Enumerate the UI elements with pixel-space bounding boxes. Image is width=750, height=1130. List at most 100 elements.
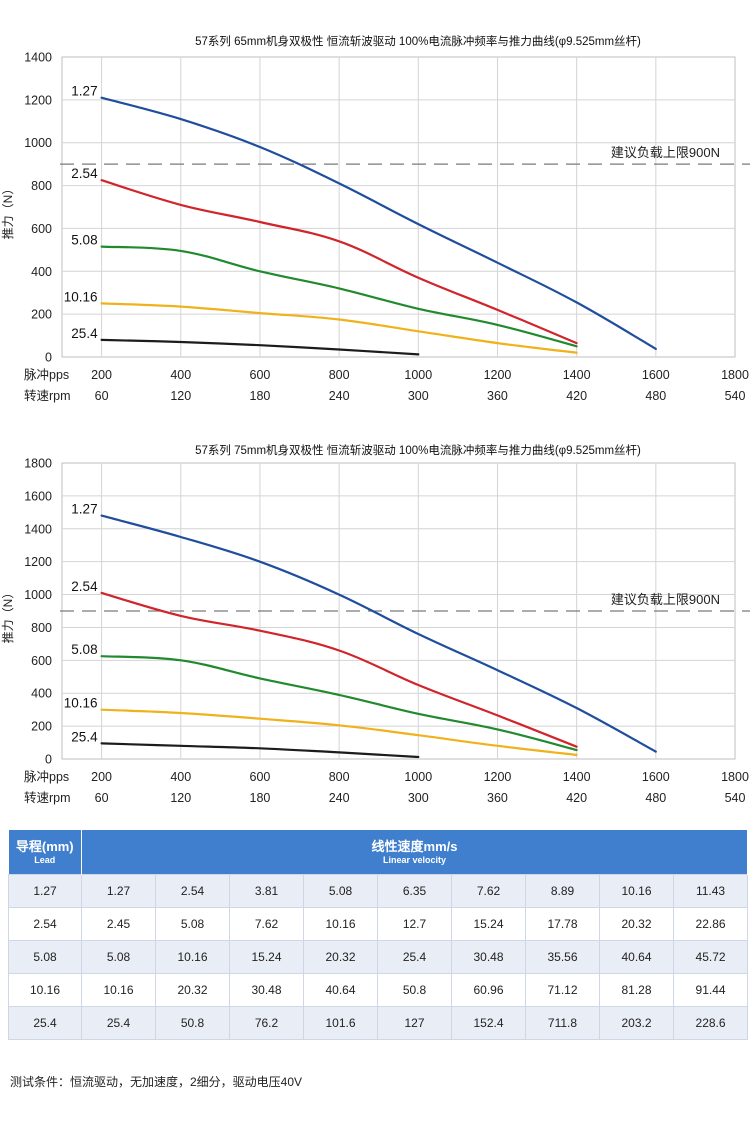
velocity-cell: 7.62 xyxy=(229,907,304,941)
x-axis-label-pps: 脉冲pps xyxy=(24,367,69,382)
rpm-tick-label: 120 xyxy=(170,791,191,805)
y-tick-label: 1400 xyxy=(24,522,52,536)
series-label: 1.27 xyxy=(71,502,97,517)
test-conditions-note: 测试条件：恒流驱动，无加速度，2细分，驱动电压40V xyxy=(10,1075,303,1089)
series-label: 10.16 xyxy=(64,289,98,304)
y-axis-label: 推力（N） xyxy=(1,183,15,240)
lead-cell: 2.54 xyxy=(8,907,82,941)
lead-cell: 10.16 xyxy=(8,973,82,1007)
series-label: 10.16 xyxy=(64,696,98,711)
x-tick-label: 1600 xyxy=(642,368,670,382)
velocity-cell: 10.16 xyxy=(303,907,378,941)
rpm-tick-label: 480 xyxy=(645,791,666,805)
x-tick-label: 1800 xyxy=(721,368,749,382)
y-tick-label: 600 xyxy=(31,222,52,236)
x-tick-label: 1200 xyxy=(484,368,512,382)
y-tick-label: 1600 xyxy=(24,489,52,503)
lead-header-zh: 导程(mm) xyxy=(15,838,74,854)
y-tick-label: 800 xyxy=(31,179,52,193)
rpm-tick-label: 420 xyxy=(566,791,587,805)
velocity-cell: 25.4 xyxy=(377,940,452,974)
series-line-10.16 xyxy=(100,708,578,756)
rpm-tick-label: 420 xyxy=(566,389,587,403)
velocity-cell: 71.12 xyxy=(525,973,600,1007)
y-tick-label: 400 xyxy=(31,265,52,279)
x-tick-label: 1000 xyxy=(404,368,432,382)
y-tick-label: 1800 xyxy=(24,457,52,471)
y-tick-label: 1200 xyxy=(24,555,52,569)
chart-title: 57系列 65mm机身双极性 恒流斩波驱动 100%电流脉冲频率与推力曲线(φ9… xyxy=(195,34,641,48)
series-line-5.08 xyxy=(100,245,578,348)
velocity-cell: 10.16 xyxy=(599,874,674,908)
series-label: 1.27 xyxy=(71,84,97,99)
lead-cell: 25.4 xyxy=(8,1006,82,1040)
y-tick-label: 200 xyxy=(31,720,52,734)
rpm-tick-label: 540 xyxy=(725,791,746,805)
x-tick-label: 400 xyxy=(170,368,191,382)
rpm-tick-label: 240 xyxy=(329,389,350,403)
velocity-cell: 5.08 xyxy=(81,940,156,974)
rpm-tick-label: 360 xyxy=(487,389,508,403)
x-tick-label: 800 xyxy=(329,368,350,382)
velocity-cell: 203.2 xyxy=(599,1006,674,1040)
table-row: 25.4 25.4 50.8 76.2 101.6 127 152.4 711.8 203.2 2… xyxy=(8,1006,749,1040)
velocity-cell: 10.16 xyxy=(155,940,230,974)
velocity-cell: 2.45 xyxy=(81,907,156,941)
x-tick-label: 600 xyxy=(250,368,271,382)
series-label: 25.4 xyxy=(71,729,98,744)
x-tick-label: 1000 xyxy=(404,770,432,784)
series-label: 25.4 xyxy=(71,326,98,341)
velocity-cell: 60.96 xyxy=(451,973,526,1007)
velocity-cell: 5.08 xyxy=(155,907,230,941)
y-axis-label: 推力（N） xyxy=(1,587,15,644)
y-tick-label: 1200 xyxy=(24,93,52,107)
lead-cell: 5.08 xyxy=(8,940,82,974)
table-row: 10.16 10.16 20.32 30.48 40.64 50.8 60.96 71.12 8… xyxy=(8,973,749,1007)
chart-65mm: 57系列 65mm机身双极性 恒流斩波驱动 100%电流脉冲频率与推力曲线(φ9… xyxy=(0,0,750,420)
x-axis-label-rpm: 转速rpm xyxy=(24,388,71,403)
x-tick-label: 400 xyxy=(170,770,191,784)
velocity-cell: 20.32 xyxy=(599,907,674,941)
x-tick-label: 800 xyxy=(329,770,350,784)
lead-header: 导程(mm) Lead xyxy=(8,830,82,875)
series-line-2.54 xyxy=(100,591,578,748)
series-label: 5.08 xyxy=(71,642,97,657)
series-line-1.27 xyxy=(100,96,657,350)
speed-header-en: Linear velocity xyxy=(383,854,447,865)
lead-cell: 1.27 xyxy=(8,874,82,908)
x-tick-label: 1400 xyxy=(563,368,591,382)
y-tick-label: 1400 xyxy=(24,51,52,65)
velocity-cell: 711.8 xyxy=(525,1006,600,1040)
y-tick-label: 400 xyxy=(31,687,52,701)
velocity-cell: 15.24 xyxy=(451,907,526,941)
series-label: 5.08 xyxy=(71,233,97,248)
reference-line-label: 建议负载上限900N xyxy=(611,145,720,160)
y-tick-label: 800 xyxy=(31,621,52,635)
series-line-10.16 xyxy=(100,302,578,354)
velocity-cell: 50.8 xyxy=(155,1006,230,1040)
velocity-cell: 7.62 xyxy=(451,874,526,908)
rpm-tick-label: 300 xyxy=(408,389,429,403)
velocity-cell: 6.35 xyxy=(377,874,452,908)
velocity-cell: 10.16 xyxy=(81,973,156,1007)
velocity-cell: 40.64 xyxy=(303,973,378,1007)
velocity-cell: 25.4 xyxy=(81,1006,156,1040)
velocity-cell: 228.6 xyxy=(672,1006,749,1040)
velocity-cell: 81.28 xyxy=(599,973,674,1007)
chart-svg: 57系列 75mm机身双极性 恒流斩波驱动 100%电流脉冲频率与推力曲线(φ9… xyxy=(1,443,750,805)
velocity-cell: 35.56 xyxy=(525,940,600,974)
x-tick-label: 200 xyxy=(91,368,112,382)
velocity-cell: 40.64 xyxy=(599,940,674,974)
velocity-cell: 127 xyxy=(377,1006,452,1040)
series-line-25.4 xyxy=(100,338,420,356)
speed-header: 线性速度mm/s Linear velocity xyxy=(81,830,749,875)
table-row: 1.27 1.27 2.54 3.81 5.08 6.35 7.62 8.89 10.16 11.… xyxy=(8,874,749,908)
series-line-25.4 xyxy=(100,742,420,759)
x-tick-label: 1200 xyxy=(484,770,512,784)
x-tick-label: 600 xyxy=(250,770,271,784)
series-line-1.27 xyxy=(100,514,657,753)
velocity-cell: 30.48 xyxy=(229,973,304,1007)
chart-75mm: 57系列 75mm机身双极性 恒流斩波驱动 100%电流脉冲频率与推力曲线(φ9… xyxy=(0,430,750,820)
y-tick-label: 0 xyxy=(45,351,52,365)
series-label: 2.54 xyxy=(71,579,98,594)
